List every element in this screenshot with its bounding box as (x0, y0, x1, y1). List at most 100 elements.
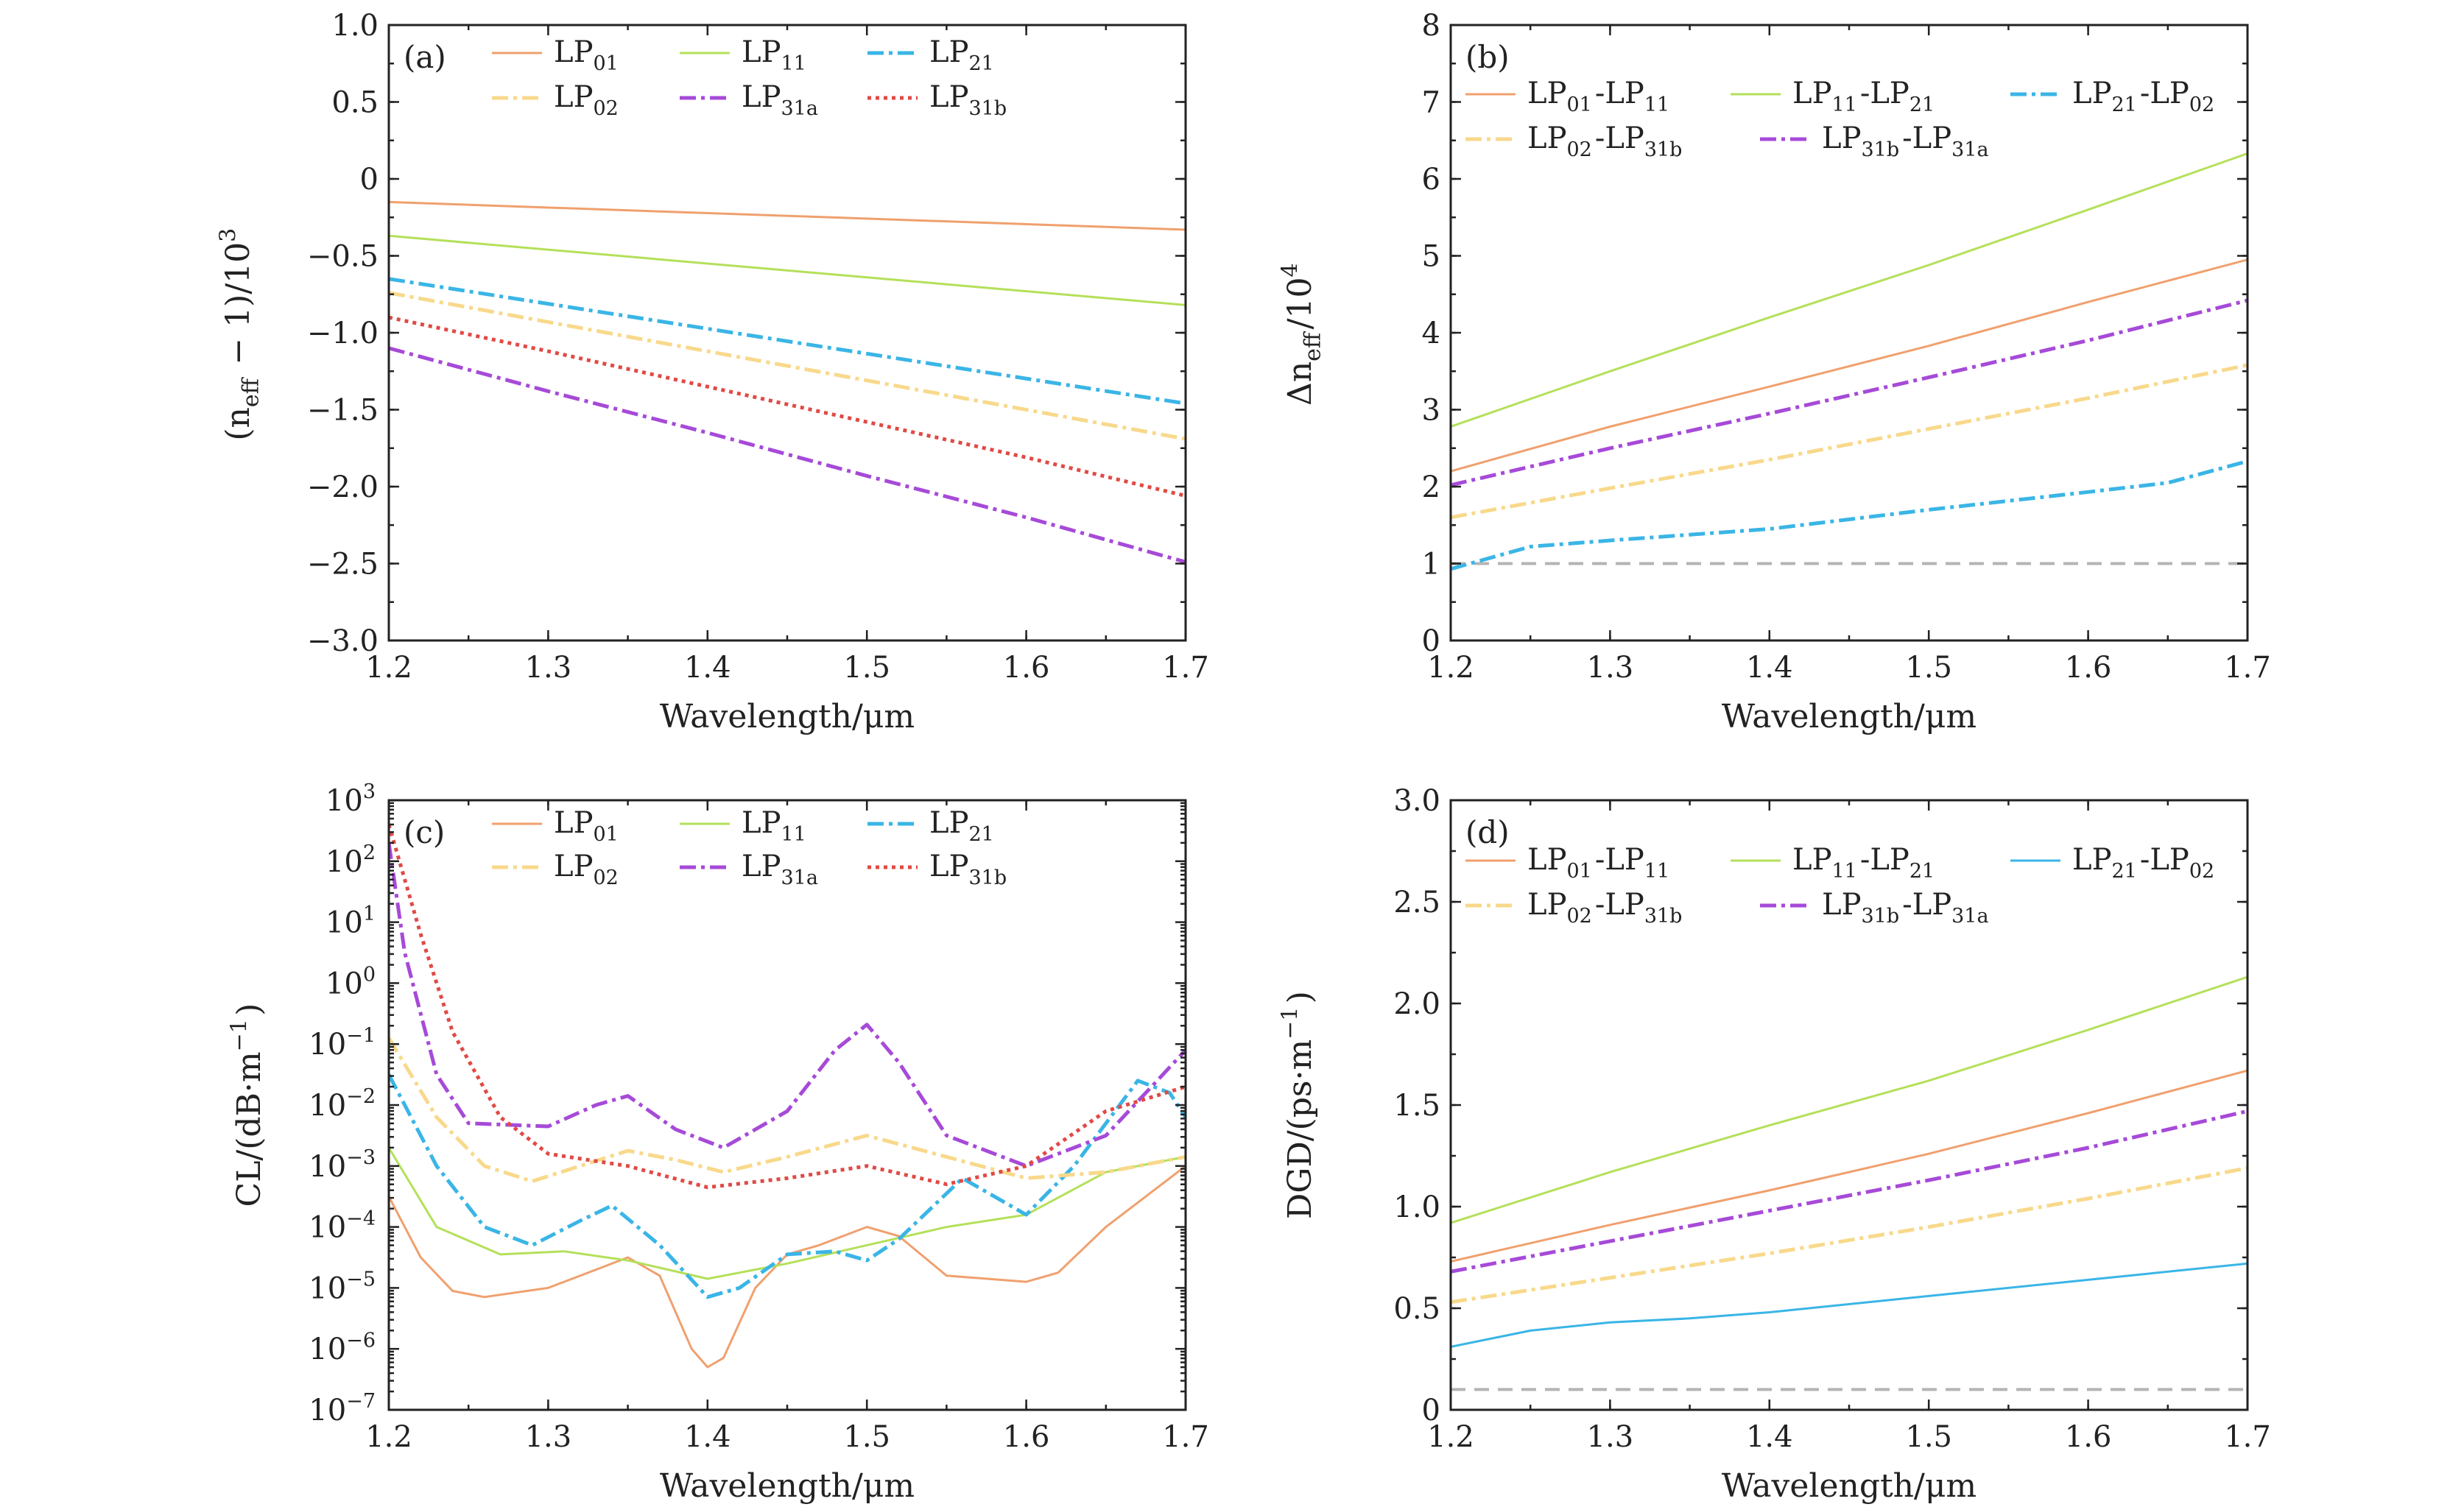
series-line-lp02 (389, 291, 1186, 441)
y-tick-label: 4 (1422, 317, 1440, 350)
x-axis-title: Wavelength/μm (1722, 1467, 1977, 1505)
x-tick-label: 1.4 (1746, 651, 1793, 685)
legend-label-lp11: LP11 (742, 35, 809, 75)
y-axis-title: Δneff /104 (1278, 260, 1326, 406)
y-tick-label: 1.0 (331, 9, 379, 43)
y-tick-label: 1.0 (1393, 1190, 1440, 1224)
y-tick-label: −2.5 (307, 548, 379, 582)
panel-d: 1.2 1.3 1.4 1.5 1.6 1.7 0 0.5 1.0 1.5 2.0 2.5 3.0 Wav… (1278, 784, 2271, 1505)
x-tick-label: 1.3 (525, 1420, 572, 1454)
y-tick-label: 8 (1422, 9, 1440, 43)
series-line-lp31b-lp31a (1451, 298, 2247, 487)
series-line-lp11 (389, 1147, 1186, 1280)
y-tick-label: 0.5 (331, 86, 379, 120)
legend: LP01 LP11 LP21 LP02 LP31a LP31b (492, 35, 1010, 120)
series-line-lp21 (389, 1073, 1186, 1299)
y-tick-label: 0.5 (1393, 1292, 1440, 1326)
y-tick-label: 10−3 (309, 1146, 379, 1184)
legend-label-lp31b: LP31b (929, 80, 1010, 120)
series-line-lp11-lp21 (1451, 975, 2247, 1224)
legend-label-lp31b-lp31a: LP31b -LP31a (1822, 888, 1992, 928)
plot-frame (1449, 24, 2249, 642)
legend: LP01 -LP11 LP11 -LP21 LP21 -LP02 LP02 -L… (1465, 843, 2217, 928)
legend-label-lp31b-lp31a: LP31b -LP31a (1822, 121, 1992, 161)
y-tick-label: −1.5 (307, 394, 379, 428)
legend-label-lp21: LP21 (929, 35, 997, 75)
y-tick-label: 5 (1422, 240, 1440, 274)
y-tick-label: 0 (360, 163, 379, 197)
y-axis-title: CL/(dB·m−1 ) (227, 1003, 268, 1207)
legend-label-lp21-lp02: LP21 -LP02 (2072, 843, 2217, 883)
panel-b: 1.2 1.3 1.4 1.5 1.6 1.7 0 1 2 3 4 5 6 7 8 Wavelength/μm… (1278, 9, 2271, 735)
x-tick-label: 1.2 (365, 1420, 412, 1454)
y-tick-label: 101 (325, 903, 379, 940)
y-tick-label: 7 (1422, 86, 1440, 120)
y-tick-label: −0.5 (307, 240, 379, 274)
series-line-lp31a (389, 842, 1186, 1168)
series-line-lp02 (389, 1037, 1186, 1183)
y-tick-label: 10−5 (309, 1268, 379, 1306)
x-tick-label: 1.7 (1162, 1420, 1209, 1454)
y-tick-label: 2 (1422, 470, 1440, 504)
y-tick-label: 1.5 (1393, 1089, 1440, 1123)
x-axis-title: Wavelength/μm (1722, 698, 1977, 735)
series-line-lp11-lp21 (1451, 152, 2247, 428)
series-line-lp31b-lp31a (1451, 1109, 2247, 1274)
plot-frame (387, 799, 1187, 1411)
x-tick-label: 1.3 (525, 651, 572, 685)
legend-label-lp11-lp21: LP11 -LP21 (1792, 77, 1937, 116)
panel-label: (d) (1465, 814, 1510, 850)
series-line-lp01 (389, 1165, 1186, 1369)
legend-label-lp31b: LP31b (929, 850, 1010, 889)
legend-label-lp11-lp21: LP11 -LP21 (1792, 843, 1937, 883)
series-line-lp01 (389, 200, 1186, 231)
series-line-lp01-lp11 (1451, 1069, 2247, 1263)
series-line-lp31b (389, 315, 1186, 498)
series-line-lp31a (389, 346, 1186, 564)
y-tick-label: 10−7 (309, 1390, 379, 1427)
y-tick-label: 10−6 (309, 1329, 379, 1366)
panel-a: 1.2 1.3 1.4 1.5 1.6 1.7 −3.0 −2.5 −2.0 −1.5 −1.0 −0… (216, 9, 1209, 735)
y-tick-label: −1.0 (307, 317, 379, 350)
x-tick-label: 1.5 (1905, 1420, 1952, 1454)
series-line-lp31b (389, 824, 1186, 1190)
panel-label: (b) (1465, 39, 1510, 75)
y-tick-label: 6 (1422, 163, 1440, 197)
x-tick-label: 1.2 (1427, 1420, 1474, 1454)
legend-label-lp31a: LP31a (742, 850, 821, 889)
y-tick-label: −2.0 (307, 470, 379, 504)
series-line-lp21-lp02 (1451, 459, 2247, 571)
x-tick-label: 1.3 (1587, 651, 1634, 685)
y-tick-label: 10−1 (309, 1024, 379, 1062)
y-tick-label: 10−2 (309, 1085, 379, 1123)
y-tick-label: 10−4 (309, 1207, 379, 1245)
legend-label-lp02-lp31b: LP02 -LP31b (1527, 121, 1685, 161)
panel-c: 1.2 1.3 1.4 1.5 1.6 1.7 10−7 10−6 10−5 10−4 10… (227, 780, 1209, 1505)
legend-label-lp31a: LP31a (742, 80, 821, 120)
x-axis-title: Wavelength/μm (660, 698, 915, 735)
y-tick-label: 2.5 (1393, 886, 1440, 920)
legend-label-lp02: LP02 (554, 850, 622, 889)
y-tick-label: 0 (1422, 1394, 1440, 1427)
x-axis-title: Wavelength/μm (660, 1467, 915, 1505)
x-tick-label: 1.4 (684, 651, 731, 685)
legend: LP01 -LP11 LP11 -LP21 LP21 -LP02 LP02 -L… (1465, 77, 2214, 161)
series-line-lp02-lp31b (1451, 363, 2247, 520)
x-tick-label: 1.5 (843, 1420, 890, 1454)
y-tick-label: 3.0 (1393, 784, 1440, 818)
series-line-lp21-lp02 (1451, 1262, 2247, 1348)
series-line-lp21 (389, 277, 1186, 406)
y-tick-label: 100 (325, 964, 379, 1001)
series-line-lp02-lp31b (1451, 1166, 2247, 1305)
y-axis-title: (neff − 1)/103 (216, 225, 264, 440)
x-tick-label: 1.5 (1905, 651, 1952, 685)
legend-label-lp02: LP02 (554, 80, 622, 120)
legend-label-lp01-lp11: LP01 -LP11 (1527, 77, 1672, 116)
y-tick-label: 103 (325, 780, 379, 818)
legend: LP01 LP11 LP21 LP02 LP31a LP31b (492, 806, 1010, 889)
y-tick-label: −3.0 (307, 624, 379, 658)
x-tick-label: 1.6 (1003, 651, 1050, 685)
x-tick-label: 1.5 (843, 651, 890, 685)
y-axis-title: DGD/(ps·m−1 ) (1278, 991, 1319, 1219)
y-tick-label: 3 (1422, 394, 1440, 428)
